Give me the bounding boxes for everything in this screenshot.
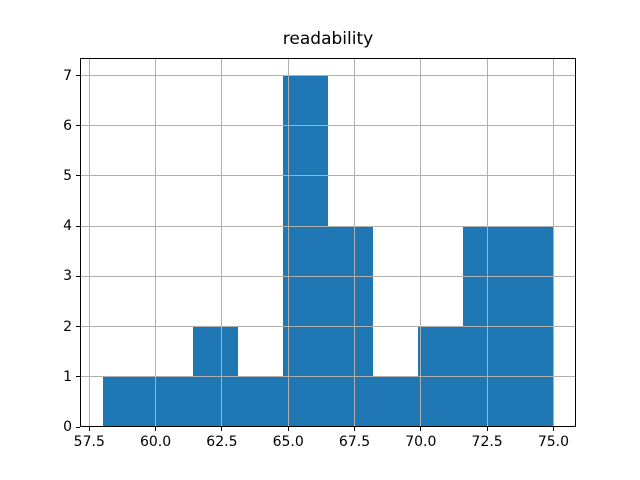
y-tick-mark <box>76 426 80 428</box>
gridline <box>486 58 488 427</box>
y-tick-label: 5 <box>63 167 72 184</box>
grid-layer <box>80 58 576 427</box>
y-tick-mark <box>76 275 80 277</box>
x-tick-mark <box>221 427 223 431</box>
y-tick-label: 6 <box>63 117 72 134</box>
x-tick-label: 62.5 <box>206 434 238 450</box>
y-tick-mark <box>76 225 80 227</box>
gridline <box>287 58 289 427</box>
gridline <box>88 58 90 427</box>
y-tick-label: 4 <box>63 218 72 235</box>
gridline <box>80 125 576 127</box>
x-tick-label: 60.0 <box>139 434 172 450</box>
x-tick-label: 75.0 <box>537 434 570 450</box>
y-tick-mark <box>76 75 80 77</box>
x-tick-label: 72.5 <box>471 434 503 450</box>
histogram-bar <box>237 376 283 427</box>
y-tick-mark <box>76 326 80 328</box>
y-tick-label: 3 <box>63 268 72 285</box>
x-tick-label: 57.5 <box>73 434 105 450</box>
gridline <box>552 58 554 427</box>
gridline <box>80 376 576 378</box>
x-tick-mark <box>552 427 554 431</box>
y-tick-label: 2 <box>63 318 72 335</box>
gridline <box>354 58 356 427</box>
x-tick-mark <box>486 427 488 431</box>
gridline <box>80 326 576 328</box>
y-tick-label: 0 <box>63 419 72 435</box>
x-tick-mark <box>88 427 90 431</box>
plot-area <box>80 58 576 427</box>
x-tick-label: 70.0 <box>405 434 437 450</box>
gridline <box>80 75 576 77</box>
x-tick-label: 65.0 <box>272 434 304 450</box>
y-tick-label: 7 <box>63 67 72 84</box>
y-tick-mark <box>76 376 80 378</box>
chart-title: readability <box>282 29 374 49</box>
y-tick-mark <box>76 125 80 127</box>
gridline <box>80 175 576 177</box>
gridline <box>80 275 576 277</box>
x-tick-label: 67.5 <box>338 434 371 450</box>
y-tick-label: 1 <box>63 368 72 385</box>
x-tick-mark <box>287 427 289 431</box>
gridline <box>155 58 157 427</box>
gridline <box>80 225 576 227</box>
y-tick-mark <box>76 175 80 177</box>
x-tick-mark <box>155 427 157 431</box>
x-tick-mark <box>354 427 356 431</box>
gridline <box>221 58 223 427</box>
histogram-bar <box>373 376 419 427</box>
axes-spines <box>80 58 576 427</box>
x-tick-mark <box>420 427 422 431</box>
gridline <box>420 58 422 427</box>
histogram-bar <box>102 376 148 427</box>
histogram-bar <box>282 75 328 427</box>
